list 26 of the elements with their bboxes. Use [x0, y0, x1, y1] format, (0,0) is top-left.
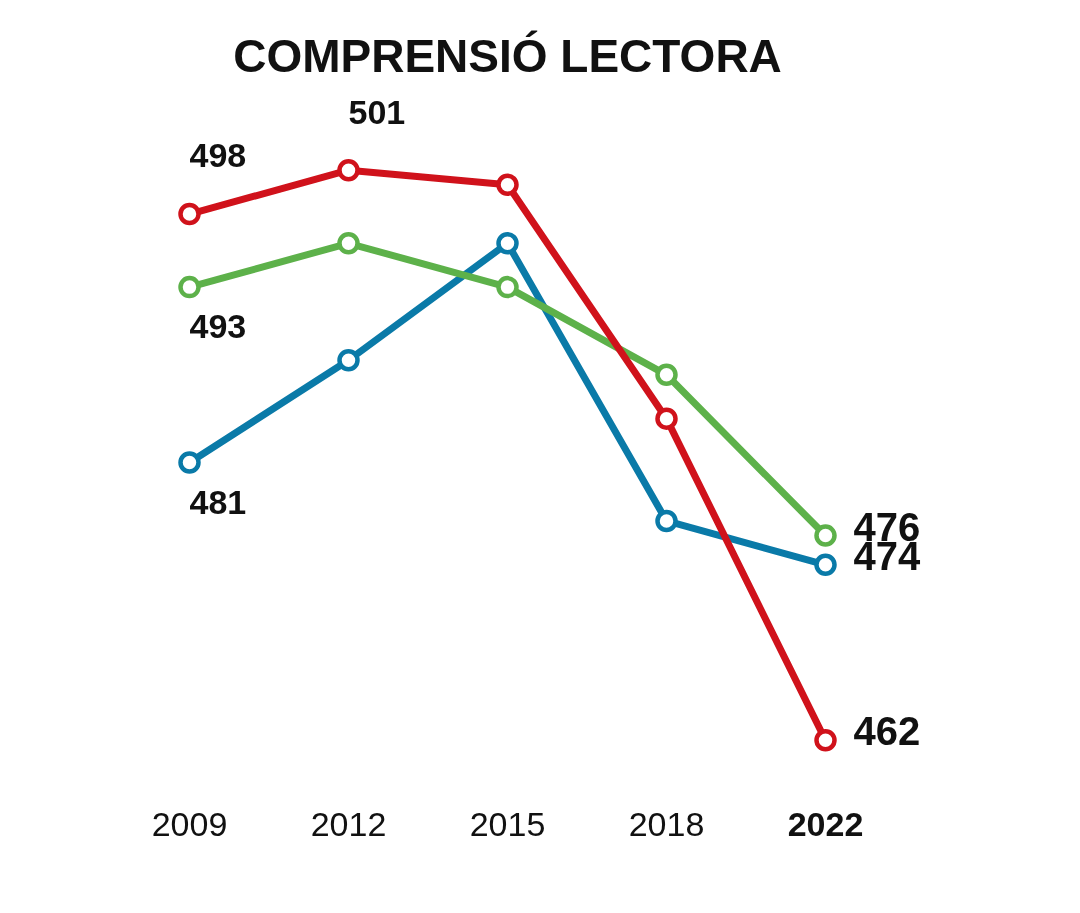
data-label: 501: [348, 92, 406, 131]
point: [655, 407, 678, 430]
x-tick-label: 2012: [310, 804, 387, 843]
x-tick-label: 2015: [469, 804, 546, 843]
point: [814, 524, 837, 547]
point: [178, 202, 201, 226]
point: [178, 275, 201, 299]
x-tick-label: 2009: [151, 804, 228, 843]
point: [814, 553, 837, 577]
point: [337, 232, 360, 255]
point: [337, 348, 360, 372]
point: [814, 728, 837, 752]
point: [496, 275, 519, 299]
data-label: 498: [189, 136, 247, 175]
data-label: 493: [189, 307, 247, 346]
x-tick-label: 2022: [787, 804, 864, 843]
point: [496, 173, 519, 197]
data-label: 462: [853, 709, 921, 754]
point: [655, 509, 678, 533]
data-label: 481: [189, 482, 247, 521]
chart-title: COMPRENSIÓ LECTORA: [233, 30, 782, 83]
x-tick-label: 2018: [628, 804, 705, 843]
point: [178, 451, 201, 474]
point: [655, 363, 678, 387]
point: [337, 158, 360, 182]
point: [496, 232, 519, 255]
